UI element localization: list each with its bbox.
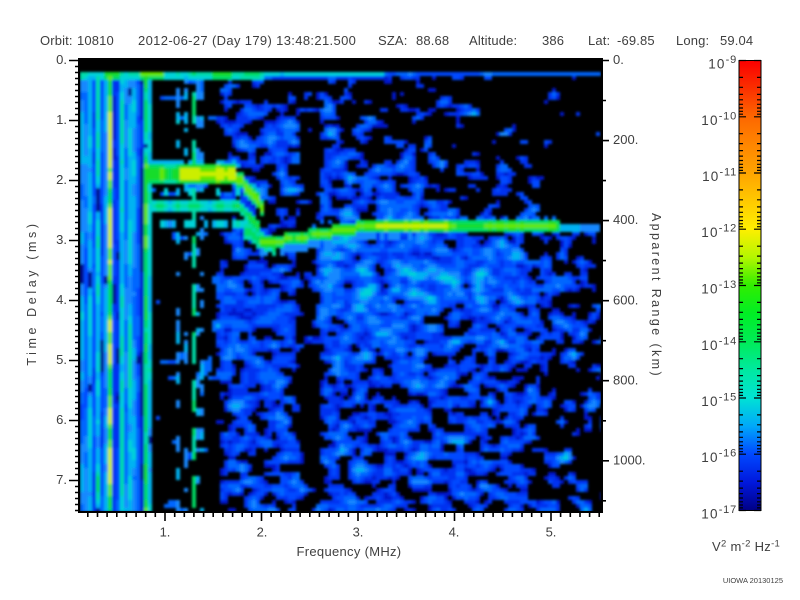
- svg-text:1000.: 1000.: [613, 452, 646, 467]
- svg-text:600.: 600.: [613, 292, 638, 307]
- svg-text:SZA:: SZA:: [378, 33, 408, 48]
- svg-text:-69.85: -69.85: [617, 33, 655, 48]
- svg-text:0.: 0.: [613, 52, 624, 67]
- svg-text:3.: 3.: [56, 232, 67, 247]
- svg-text:Altitude:: Altitude:: [469, 33, 517, 48]
- svg-text:59.04: 59.04: [720, 33, 753, 48]
- svg-text:Orbit:: Orbit:: [40, 33, 73, 48]
- svg-text:1.: 1.: [56, 112, 67, 127]
- svg-text:0.: 0.: [56, 52, 67, 67]
- svg-text:6.: 6.: [56, 412, 67, 427]
- svg-text:Frequency (MHz): Frequency (MHz): [297, 544, 402, 559]
- svg-text:400.: 400.: [613, 212, 638, 227]
- svg-text:4.: 4.: [56, 292, 67, 307]
- svg-text:2012-06-27 (Day 179) 13:48:21.: 2012-06-27 (Day 179) 13:48:21.500: [138, 33, 356, 48]
- svg-text:Long:: Long:: [676, 33, 709, 48]
- svg-text:800.: 800.: [613, 372, 638, 387]
- svg-text:3.: 3.: [353, 525, 364, 540]
- svg-text:200.: 200.: [613, 132, 638, 147]
- svg-text:Apparent Range (km): Apparent Range (km): [649, 213, 663, 378]
- svg-text:2.: 2.: [56, 172, 67, 187]
- svg-text:V2 m-2 Hz-1: V2 m-2 Hz-1: [712, 539, 780, 555]
- svg-text:Lat:: Lat:: [588, 33, 610, 48]
- svg-text:2.: 2.: [257, 525, 268, 540]
- svg-text:386: 386: [542, 33, 564, 48]
- svg-text:1.: 1.: [160, 525, 171, 540]
- svg-text:10810: 10810: [77, 33, 114, 48]
- svg-text:5.: 5.: [56, 352, 67, 367]
- svg-text:UIOWA 20130125: UIOWA 20130125: [723, 576, 783, 585]
- svg-text:Time Delay (ms): Time Delay (ms): [25, 220, 39, 365]
- svg-text:88.68: 88.68: [416, 33, 449, 48]
- svg-text:7.: 7.: [56, 472, 67, 487]
- svg-text:4.: 4.: [449, 525, 460, 540]
- svg-text:5.: 5.: [546, 525, 557, 540]
